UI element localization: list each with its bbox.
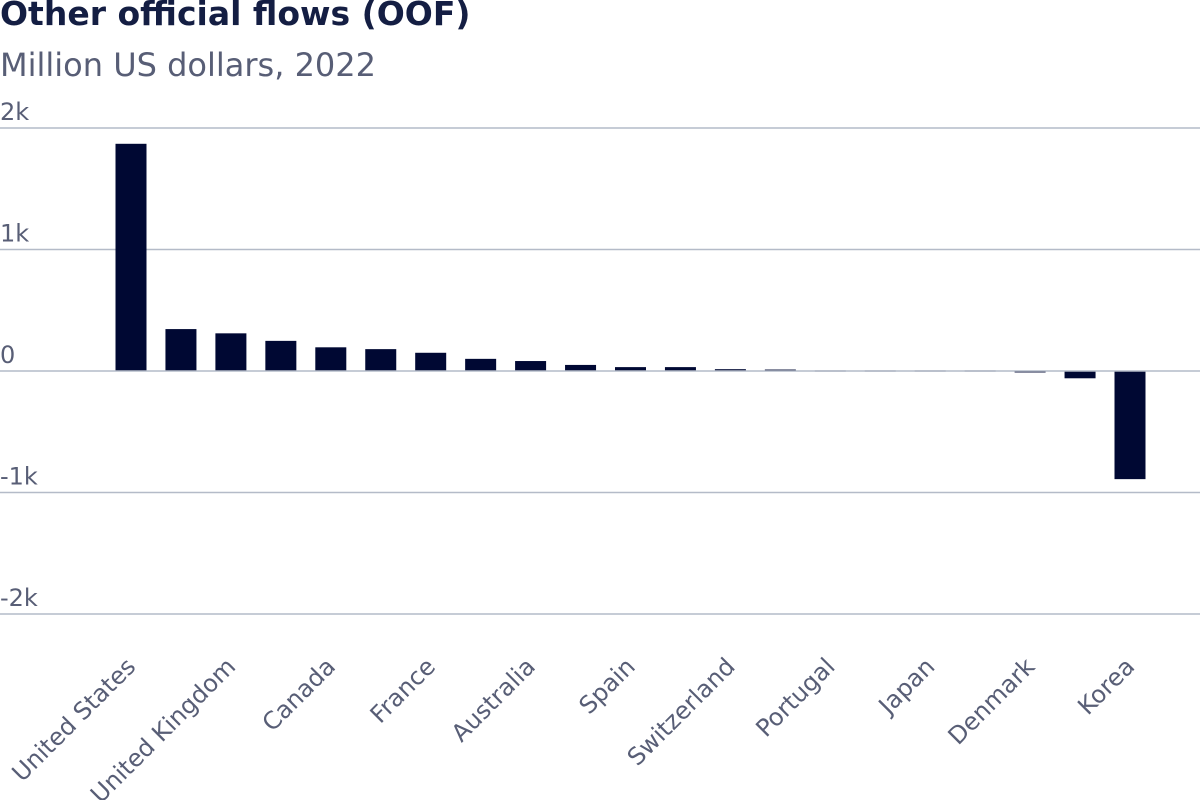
bar [1114,371,1146,480]
bar [415,352,447,371]
y-tick-label: -1k [0,463,38,491]
bar [315,347,347,371]
bars [115,143,1146,480]
x-tick-label: France [365,652,441,728]
x-tick-label: Denmark [943,652,1041,750]
x-tick-label: Australia [446,652,541,747]
y-tick-label: 2k [0,98,29,126]
bar [1064,371,1096,379]
chart-subtitle: Million US dollars, 2022 [0,46,376,84]
bar [365,349,397,371]
bar [714,369,746,371]
bar [664,367,696,371]
x-tick-label: Korea [1072,652,1140,720]
bar [165,329,197,371]
bar [565,364,597,371]
bar [215,333,247,371]
x-tick-label: Spain [574,652,641,719]
y-tick-label: 0 [0,341,15,369]
x-tick-label: Portugal [750,652,840,742]
x-tick-label: Canada [257,652,341,736]
bar [465,358,497,371]
y-tick-label: -2k [0,584,38,612]
chart-title: Other official flows (OOF) [0,0,471,33]
bar [115,143,147,371]
bar [515,361,547,371]
gridlines [0,127,1200,615]
y-axis-ticks: 2k 1k 0 -1k -2k [0,98,38,612]
bar [615,367,646,371]
bar [265,340,297,371]
y-tick-label: 1k [0,220,29,248]
x-tick-label: Japan [872,652,941,721]
x-tick-label: Switzerland [622,652,741,771]
